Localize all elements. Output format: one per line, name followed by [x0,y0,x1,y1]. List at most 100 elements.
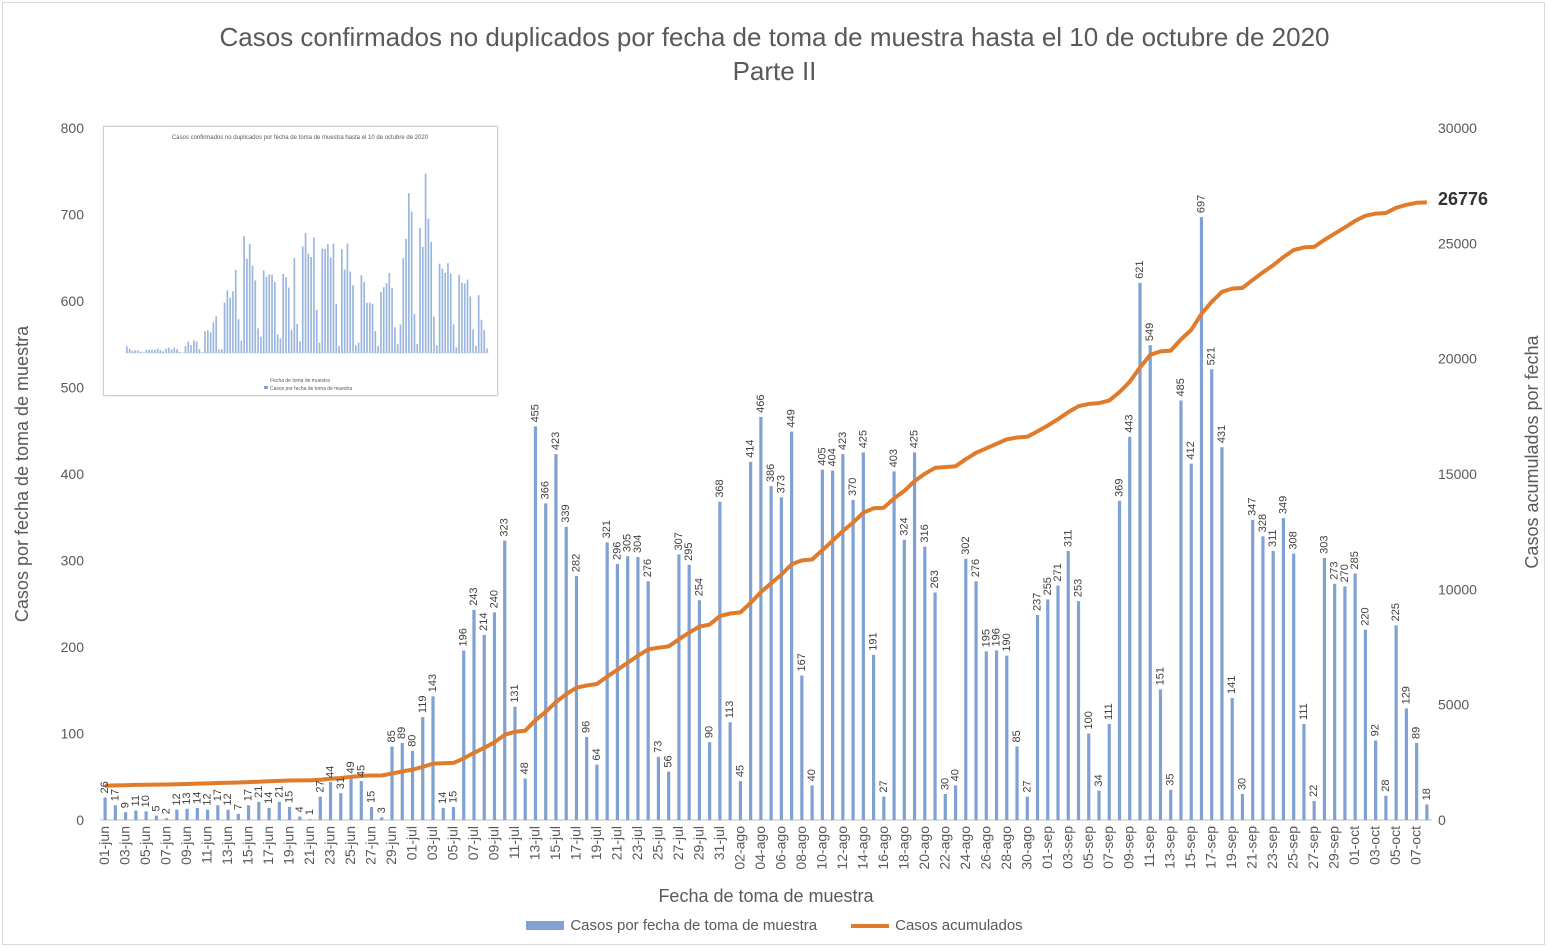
inset-bar [469,296,472,353]
data-label: 1 [304,809,316,815]
data-label: 89 [1411,727,1423,739]
inset-bar [190,345,192,353]
inset-bar [433,316,435,353]
data-label: 27 [314,780,326,792]
x-tick-label: 01-jul [404,826,420,860]
inset-bar [212,322,215,353]
bar [124,812,128,820]
inset-bar [126,346,128,353]
inset-bar [313,237,315,353]
inset-bar [427,218,430,353]
bar [1199,217,1204,821]
bar [1128,436,1132,820]
inset-bar [435,345,438,353]
x-tick-label: 19-jul [588,826,604,860]
inset-bar [480,319,483,353]
inset-bar [260,336,262,353]
bar [359,781,363,820]
data-label: 196 [991,628,1003,646]
inset-bars [126,173,489,354]
inset-bar [472,329,474,353]
inset-bar [193,340,195,353]
data-label: 17 [212,789,224,801]
bar [205,809,210,820]
data-label: 17 [243,789,255,801]
inset-bar [254,280,257,353]
data-label: 321 [601,520,613,538]
inset-bar [226,290,229,353]
inset-bar [475,345,477,353]
inset-bar [159,349,162,353]
bar [1384,795,1388,820]
inset-bar [380,291,382,353]
x-tick-label: 11-sep [1141,826,1157,868]
data-label: 11 [130,795,142,806]
bar [708,742,712,820]
inset-bar [307,253,310,353]
inset-bar [405,238,407,353]
data-label: 90 [704,726,716,738]
data-label: 349 [1277,496,1289,514]
inset-bar [324,248,326,353]
bar [667,771,671,820]
inset-bar [251,265,254,353]
x-tick-label: 03-jun [117,826,133,865]
data-label: 404 [827,448,839,466]
right-tick-label: 15000 [1438,466,1477,482]
x-tick-label: 31-jul [711,826,727,860]
bar [984,651,988,820]
inset-bar [371,304,374,353]
x-tick-label: 27-jul [670,826,686,860]
bar [1425,804,1429,820]
bar [410,750,415,820]
bar [441,807,445,820]
bar [1363,629,1367,820]
inset-bar [452,324,455,353]
data-label: 304 [632,535,644,553]
data-label: 18 [1421,788,1433,800]
inset-bar [377,346,379,353]
bar [380,817,384,820]
bar [564,526,568,820]
bar [728,722,732,820]
x-tick-label: 27-sep [1305,826,1321,869]
bar [246,805,251,820]
inset-bar [170,349,173,353]
data-label: 3 [376,807,388,813]
data-label: 89 [396,727,408,739]
inset-bar [218,349,220,353]
inset-bar [329,257,332,353]
bar [933,592,937,820]
inset-bar [483,330,486,353]
inset-bar [151,349,153,353]
left-tick-label: 400 [61,466,85,482]
x-tick-label: 23-sep [1264,826,1280,869]
bar [1158,689,1163,820]
bar [585,736,589,820]
inset-bar [293,258,296,353]
data-label: 13 [181,793,193,805]
inset-bar [430,242,433,353]
inset-bar [455,347,458,353]
data-label: 324 [898,517,910,535]
x-tick-label: 01-sep [1039,826,1055,869]
bar [1056,585,1060,820]
x-tick-label: 07-oct [1408,826,1424,865]
x-tick-label: 25-sep [1285,826,1301,869]
bar [1097,790,1101,820]
bar [1343,586,1347,820]
bar [923,546,927,820]
inset-bar [444,272,446,353]
bar [1087,733,1091,820]
data-label: 111 [1298,703,1310,720]
inset-bar [461,282,463,353]
data-label: 214 [478,613,490,631]
right-tick-label: 30000 [1438,120,1477,136]
inset-bar [296,323,299,353]
chart-title-line2: Parte II [732,56,817,86]
data-label: 119 [417,696,429,714]
x-axis: 01-jun 03-jun 05-jun 07-jun 09-jun 11-jun 13-j… [96,826,1424,870]
data-label: 316 [919,524,931,542]
x-tick-label: 07-jun [158,826,174,865]
left-axis: 0 100 200 300 400 500 600 700 800 [61,120,85,828]
